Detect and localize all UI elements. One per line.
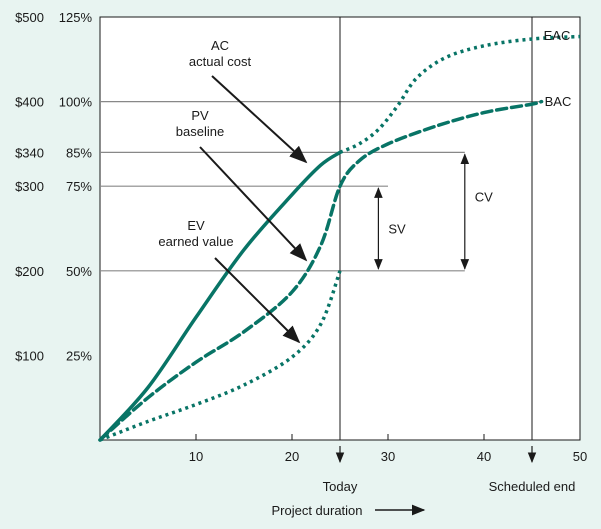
y-tick-dollar-5: $100: [15, 348, 44, 363]
y-tick-percent-1: 100%: [59, 95, 93, 110]
annotation-arrow-pv: [199, 146, 308, 262]
y-tick-dollar-0: $500: [15, 10, 44, 25]
annotation-pv-line-0: PV: [191, 108, 209, 123]
variance-label-sv: SV: [388, 222, 406, 237]
marker-label-1: Scheduled end: [489, 479, 576, 494]
y-tick-dollar-3: $300: [15, 179, 44, 194]
annotation-arrow-ev: [214, 257, 301, 344]
variance-label-cv: CV: [475, 190, 493, 205]
x-tick-label-2: 30: [381, 449, 395, 464]
annotation-ev-line-1: earned value: [158, 234, 233, 249]
series-line-pv: [98, 99, 544, 442]
marker-label-0: Today: [323, 479, 358, 494]
annotation-ac-line-0: AC: [211, 38, 229, 53]
series-line-ev: [99, 270, 342, 442]
y-tick-dollar-1: $400: [15, 95, 44, 110]
annotation-ac-line-1: actual cost: [189, 54, 252, 69]
y-tick-percent-5: 25%: [66, 348, 92, 363]
x-axis-title: Project duration: [271, 503, 362, 518]
annotation-arrow-ac: [211, 75, 308, 164]
y-tick-dollar-4: $200: [15, 264, 44, 279]
y-tick-percent-4: 50%: [66, 264, 92, 279]
series-projection-ac: [339, 34, 581, 155]
end-label-bac: BAC: [545, 94, 572, 109]
y-tick-percent-2: 85%: [66, 145, 92, 160]
y-tick-percent-3: 75%: [66, 179, 92, 194]
x-tick-label-3: 40: [477, 449, 491, 464]
x-tick-label-1: 20: [285, 449, 299, 464]
series-line-ac: [98, 150, 342, 442]
end-label-eac: EAC: [544, 28, 571, 43]
x-tick-label-0: 10: [189, 449, 203, 464]
annotation-pv-line-1: baseline: [176, 124, 224, 139]
y-tick-percent-0: 125%: [59, 10, 93, 25]
y-tick-dollar-2: $340: [15, 145, 44, 160]
annotation-ev-line-0: EV: [187, 218, 205, 233]
x-tick-label-4: 50: [573, 449, 587, 464]
